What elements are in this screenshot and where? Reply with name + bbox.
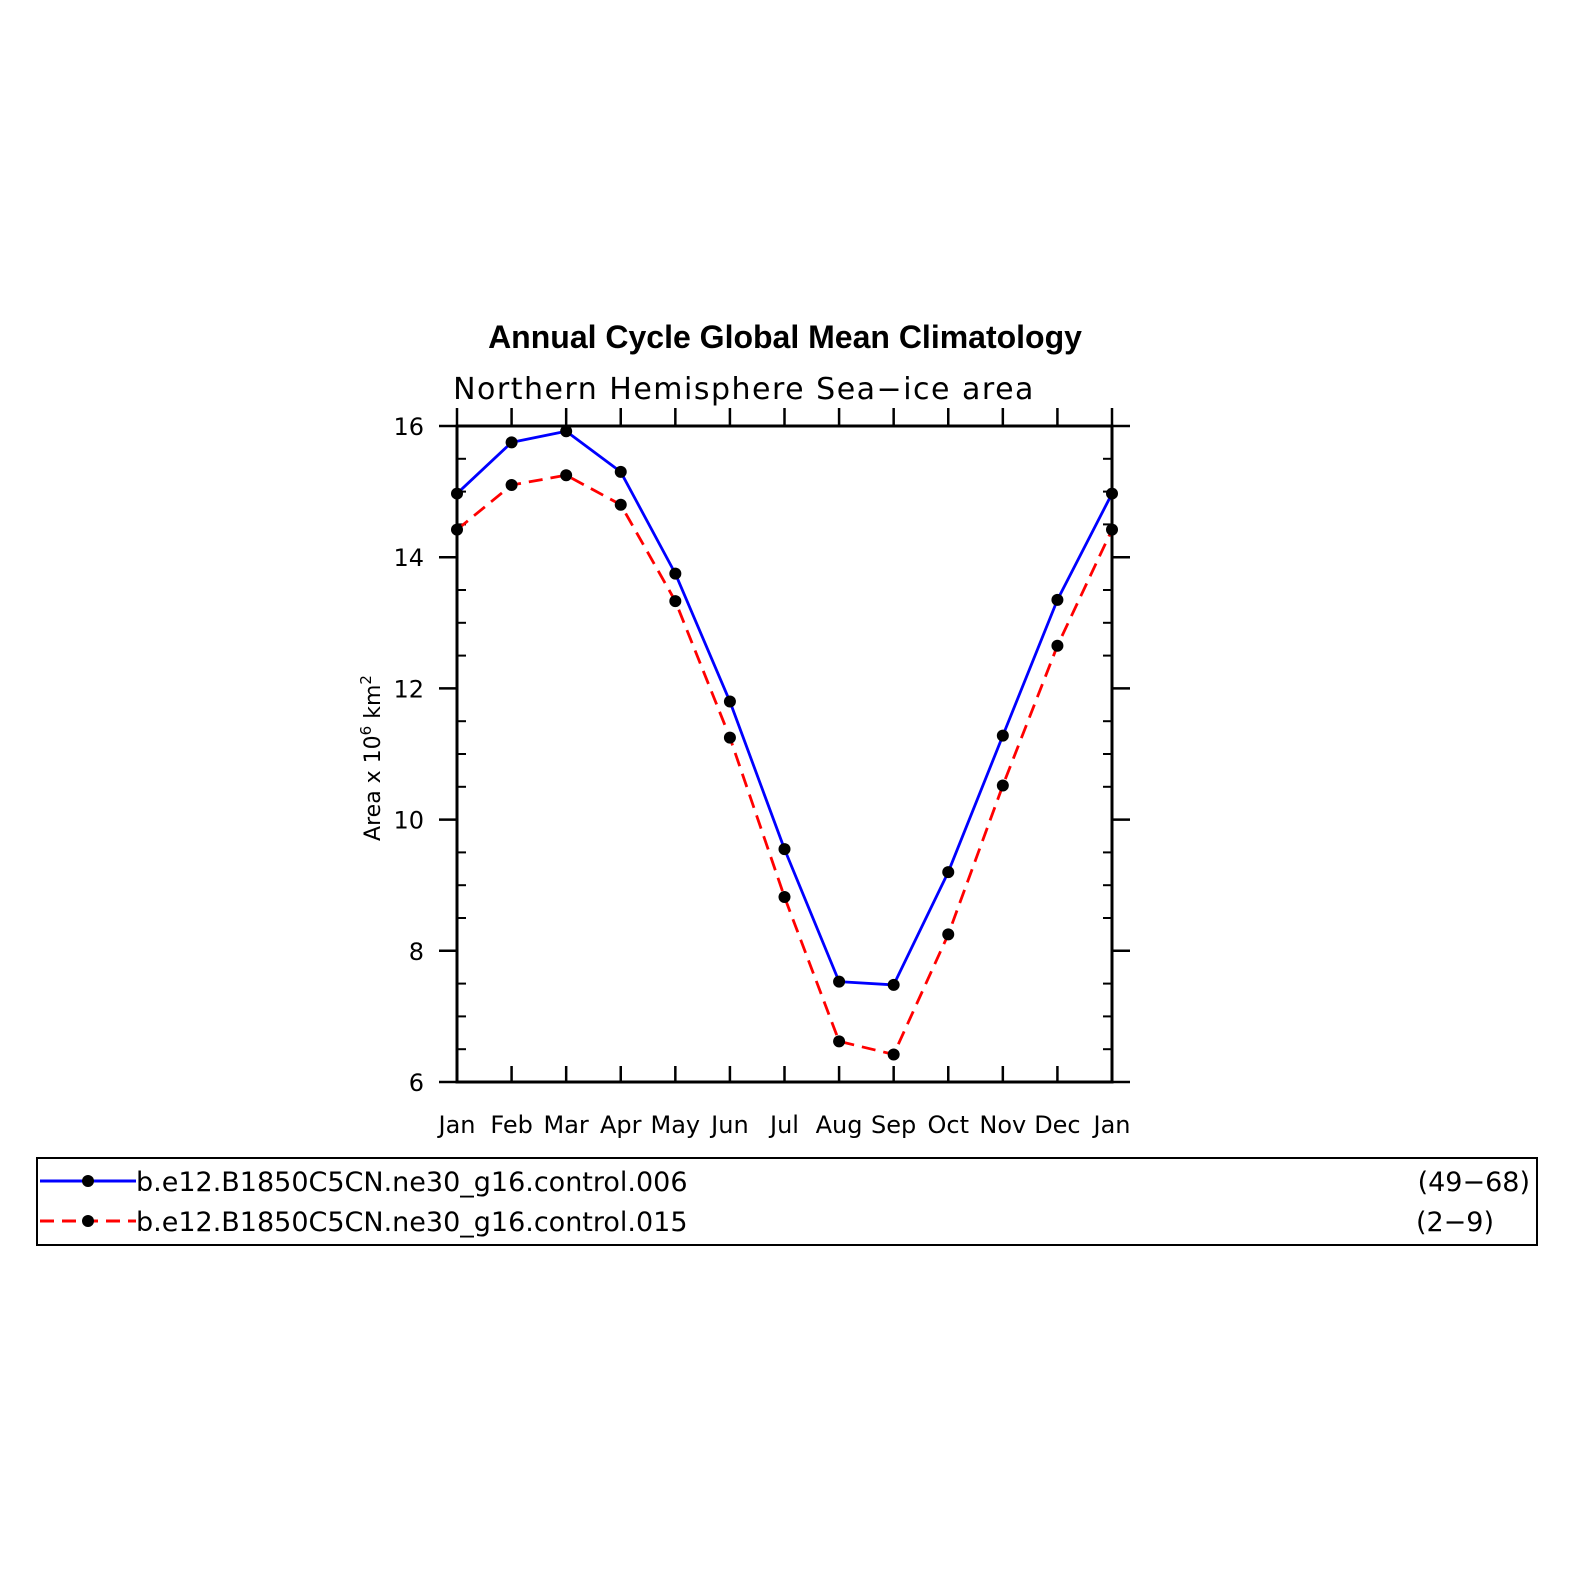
x-tick-label: Jan [437, 1111, 476, 1139]
y-tick-labels: 6 8 10 12 14 16 [393, 413, 424, 1097]
series-points [451, 425, 1118, 1061]
data-point-series-1 [833, 975, 846, 988]
data-point-series-1 [451, 487, 463, 500]
axis-ticks [439, 408, 1130, 1084]
data-point-series-2 [996, 779, 1009, 792]
data-point-series-2 [887, 1048, 900, 1061]
x-tick-label: Oct [928, 1111, 970, 1139]
x-tick-label: Mar [544, 1111, 589, 1139]
chart-subtitle: Northern Hemisphere Sea−ice area [453, 372, 1035, 407]
x-tick-label: Nov [979, 1111, 1026, 1139]
data-point-series-2 [505, 479, 518, 492]
series-line-2 [456, 473, 1114, 1056]
y-tick-label: 12 [393, 675, 424, 703]
y-axis-label-base: Area x 10 [361, 735, 386, 841]
legend-label-series-2: b.e12.B1850C5CN.ne30_g16.control.015 [136, 1207, 688, 1238]
y-tick-label: 16 [393, 413, 424, 441]
legend-marker-series-1 [82, 1175, 94, 1187]
data-point-series-2 [942, 928, 955, 941]
legend-label-series-1: b.e12.B1850C5CN.ne30_g16.control.006 [136, 1167, 688, 1198]
x-tick-label: May [651, 1111, 701, 1139]
data-point-series-1 [1051, 593, 1064, 606]
x-tick-label: Apr [600, 1111, 642, 1139]
data-point-series-1 [505, 436, 518, 449]
y-tick-label: 14 [393, 544, 424, 572]
legend-marker-series-2 [82, 1215, 94, 1227]
x-tick-label: Jul [768, 1111, 799, 1139]
data-point-series-1 [887, 978, 900, 991]
y-axis-label: Area x 106 km2 [357, 675, 386, 841]
y-axis-label-exponent-2: 2 [357, 675, 375, 685]
y-tick-label: 6 [409, 1069, 424, 1097]
data-point-series-2 [778, 891, 791, 904]
x-tick-label: Jun [709, 1111, 749, 1139]
y-tick-label: 10 [393, 807, 424, 835]
x-tick-label: Feb [490, 1111, 533, 1139]
data-point-series-2 [614, 498, 627, 511]
chart-title: Annual Cycle Global Mean Climatology [488, 319, 1082, 355]
legend-years-series-2: (2−9) [1416, 1207, 1494, 1238]
series-lines [456, 429, 1114, 1056]
data-point-series-2 [560, 469, 573, 482]
legend: b.e12.B1850C5CN.ne30_g16.control.006 (49… [36, 1157, 1538, 1246]
data-point-series-2 [669, 595, 682, 608]
data-point-series-1 [614, 465, 627, 478]
y-axis-label-unit: km [361, 685, 386, 726]
data-point-series-1 [942, 866, 955, 879]
y-axis-label-exponent-1: 6 [357, 726, 375, 736]
data-point-series-1 [560, 425, 573, 438]
legend-box [36, 1157, 1538, 1246]
data-point-series-2 [1106, 523, 1118, 536]
x-tick-labels: Jan Feb Mar Apr May Jun Jul Aug Sep Oct Nov Dec Jan [437, 1111, 1131, 1139]
x-tick-label: Aug [816, 1111, 863, 1139]
y-tick-label: 8 [409, 938, 424, 966]
data-point-series-1 [996, 729, 1009, 742]
x-tick-label: Dec [1034, 1111, 1080, 1139]
data-point-series-1 [1106, 487, 1118, 500]
data-point-series-2 [451, 523, 463, 536]
data-point-series-2 [1051, 639, 1064, 652]
x-tick-label: Jan [1092, 1111, 1131, 1139]
data-point-series-1 [669, 567, 682, 580]
data-point-series-2 [723, 731, 736, 744]
legend-years-series-1: (49−68) [1418, 1167, 1530, 1198]
data-point-series-2 [833, 1035, 846, 1048]
data-point-series-1 [723, 695, 736, 708]
data-point-series-1 [778, 843, 791, 856]
x-tick-label: Sep [871, 1111, 916, 1139]
